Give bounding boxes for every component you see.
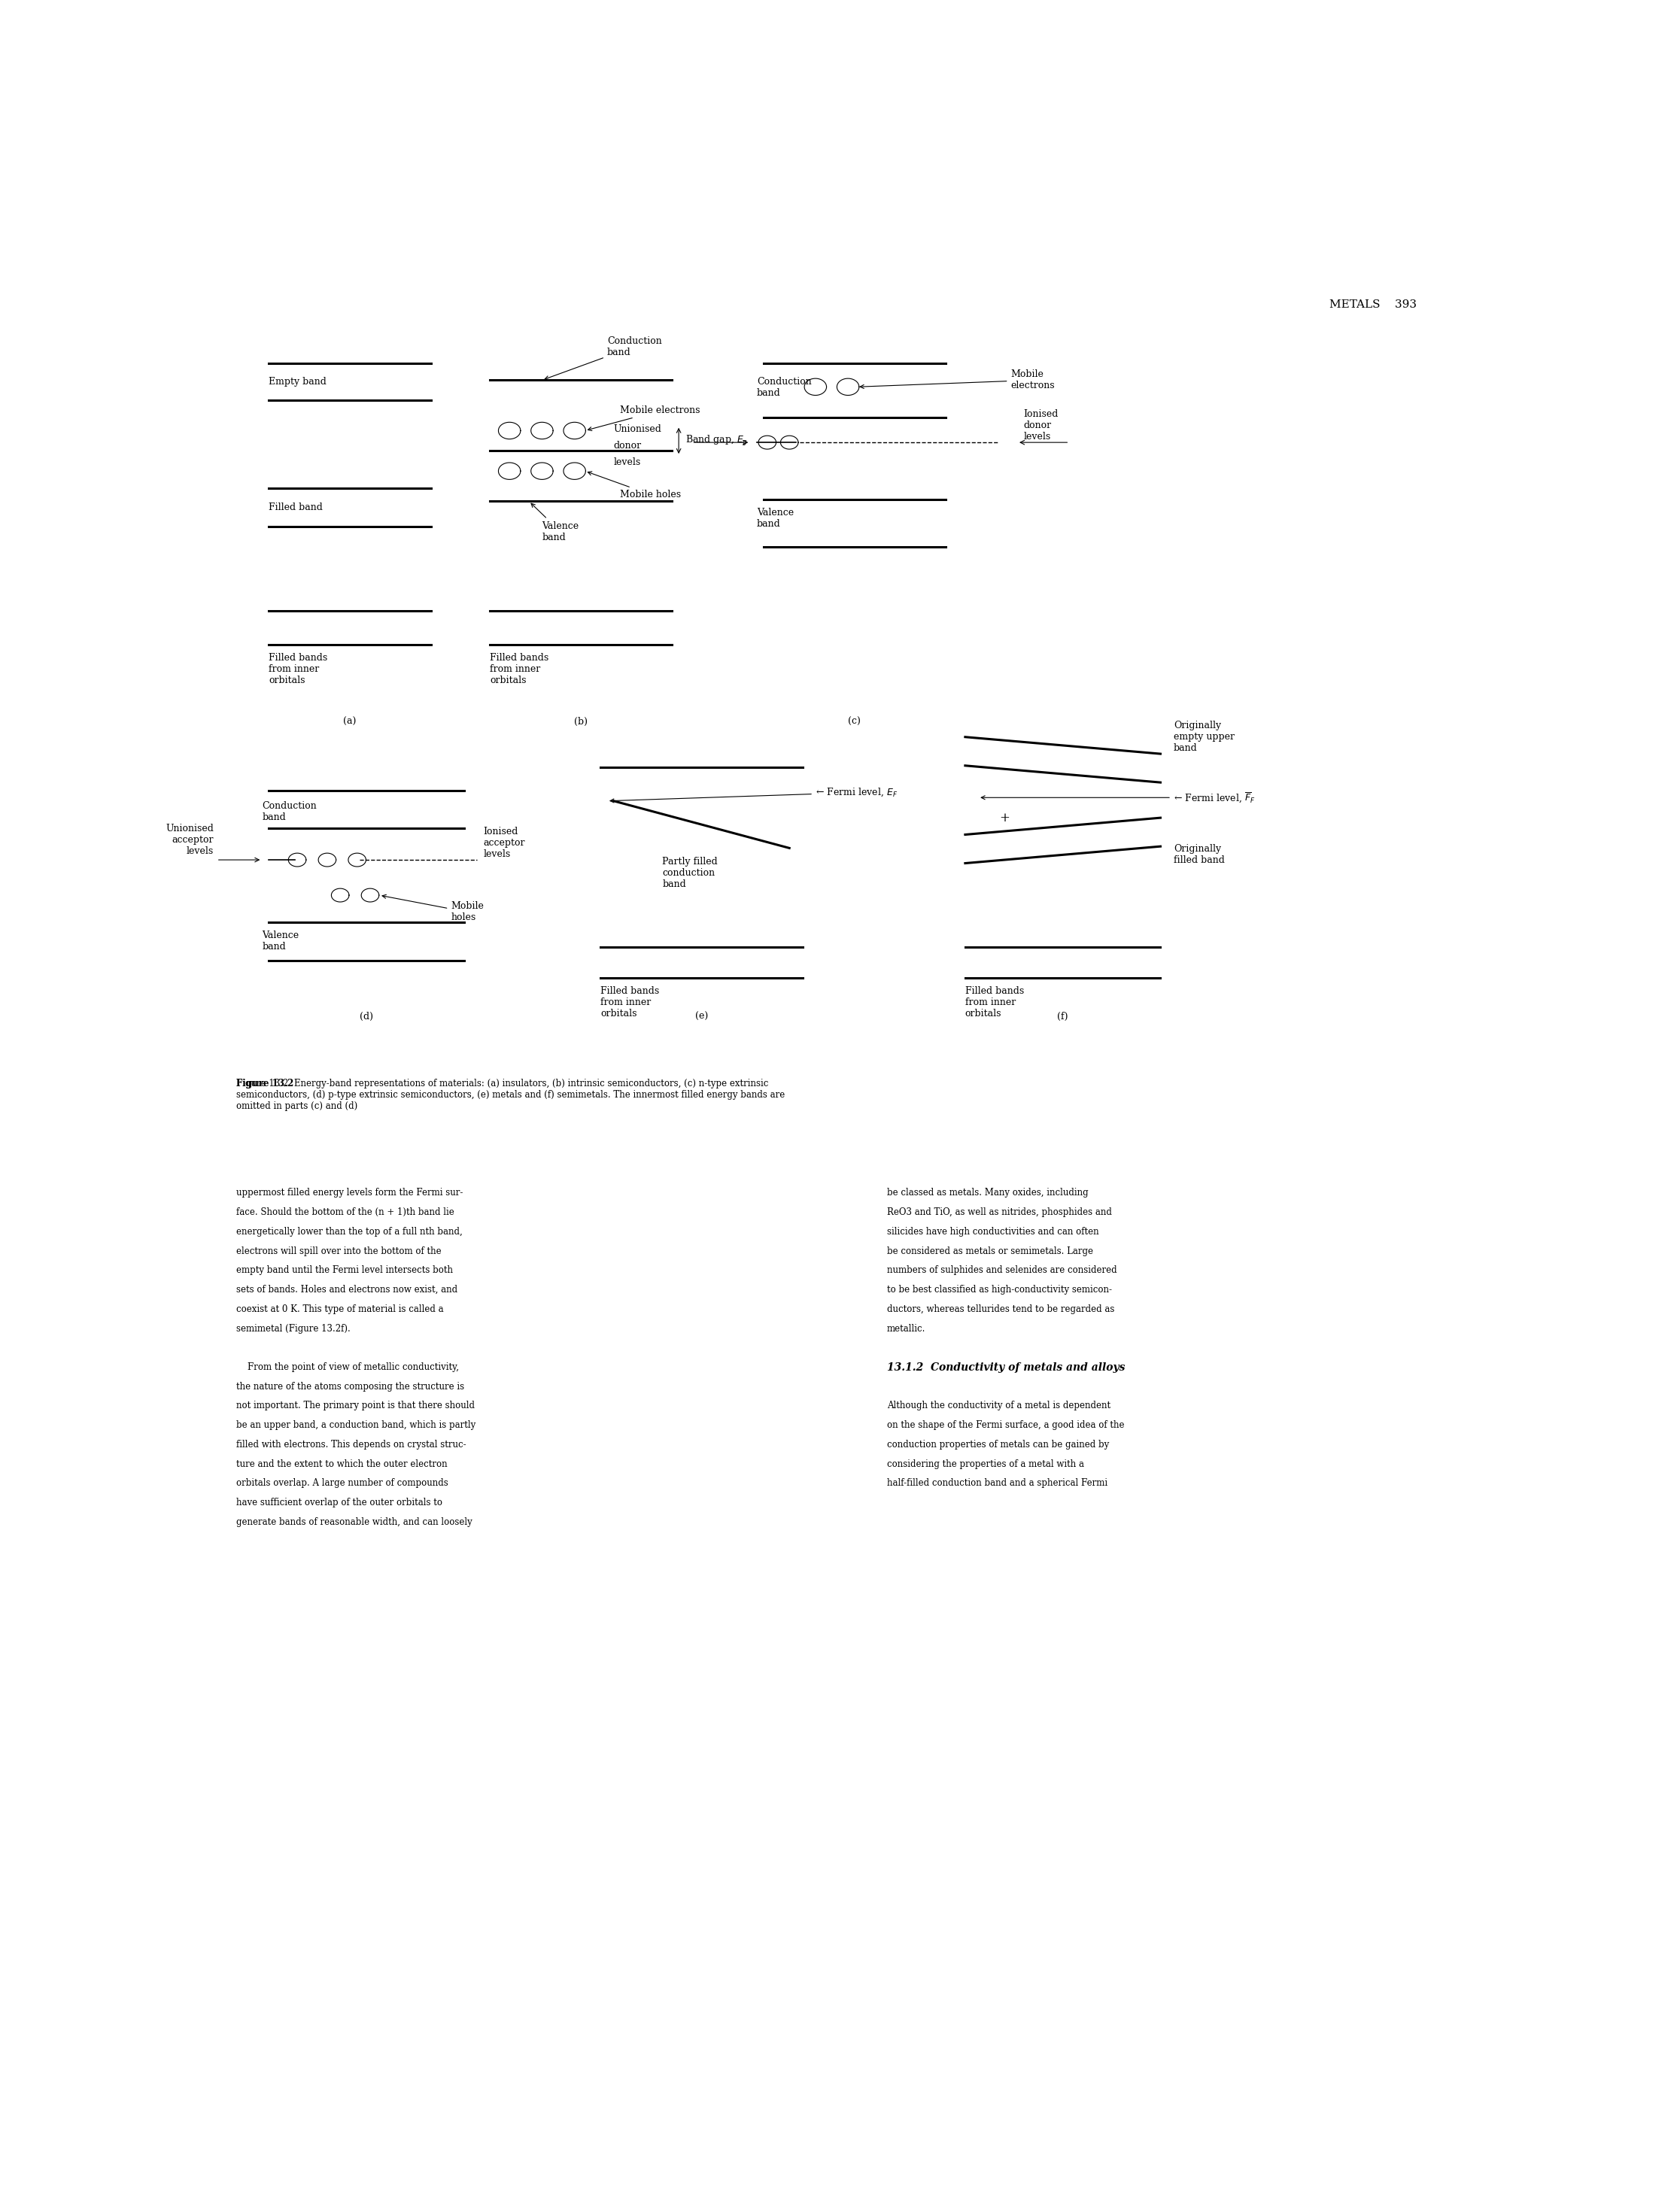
Text: ReO3 and TiO, as well as nitrides, phosphides and: ReO3 and TiO, as well as nitrides, phosp… bbox=[887, 1207, 1112, 1218]
Text: (c): (c) bbox=[848, 717, 860, 726]
Text: From the point of view of metallic conductivity,: From the point of view of metallic condu… bbox=[235, 1362, 459, 1373]
Text: on the shape of the Fermi surface, a good idea of the: on the shape of the Fermi surface, a goo… bbox=[887, 1421, 1124, 1430]
Text: numbers of sulphides and selenides are considered: numbers of sulphides and selenides are c… bbox=[887, 1266, 1117, 1274]
Text: Valence
band: Valence band bbox=[262, 931, 299, 951]
Text: Valence
band: Valence band bbox=[531, 503, 580, 542]
Text: considering the properties of a metal with a: considering the properties of a metal wi… bbox=[887, 1458, 1084, 1469]
Text: filled with electrons. This depends on crystal struc-: filled with electrons. This depends on c… bbox=[235, 1441, 465, 1449]
Text: (a): (a) bbox=[343, 717, 356, 726]
Text: 13.1.2  Conductivity of metals and alloys: 13.1.2 Conductivity of metals and alloys bbox=[887, 1362, 1126, 1373]
Text: Conduction
band: Conduction band bbox=[262, 800, 318, 822]
Text: to be best classified as high-conductivity semicon-: to be best classified as high-conductivi… bbox=[887, 1285, 1112, 1294]
Text: Filled bands
from inner
orbitals: Filled bands from inner orbitals bbox=[601, 986, 660, 1019]
Text: metallic.: metallic. bbox=[887, 1323, 926, 1333]
Text: Valence
band: Valence band bbox=[756, 507, 793, 529]
Text: Mobile
electrons: Mobile electrons bbox=[860, 369, 1055, 391]
Text: Band gap, $E_g$: Band gap, $E_g$ bbox=[685, 435, 748, 448]
Text: Mobile electrons: Mobile electrons bbox=[588, 407, 701, 431]
Text: Partly filled
conduction
band: Partly filled conduction band bbox=[662, 857, 717, 890]
Text: semimetal (Figure 13.2f).: semimetal (Figure 13.2f). bbox=[235, 1323, 349, 1333]
Text: (e): (e) bbox=[696, 1012, 707, 1021]
Text: conduction properties of metals can be gained by: conduction properties of metals can be g… bbox=[887, 1441, 1109, 1449]
Text: +: + bbox=[1000, 811, 1010, 824]
Text: levels: levels bbox=[613, 457, 640, 468]
Text: empty band until the Fermi level intersects both: empty band until the Fermi level interse… bbox=[235, 1266, 452, 1274]
Text: Mobile
holes: Mobile holes bbox=[383, 894, 484, 922]
Text: Filled bands
from inner
orbitals: Filled bands from inner orbitals bbox=[269, 654, 328, 684]
Text: uppermost filled energy levels form the Fermi sur-: uppermost filled energy levels form the … bbox=[235, 1189, 462, 1198]
Text: (f): (f) bbox=[1057, 1012, 1068, 1021]
Text: silicides have high conductivities and can often: silicides have high conductivities and c… bbox=[887, 1226, 1099, 1237]
Text: electrons will spill over into the bottom of the: electrons will spill over into the botto… bbox=[235, 1246, 442, 1257]
Text: Unionised
acceptor
levels: Unionised acceptor levels bbox=[166, 824, 213, 857]
Text: Conduction
band: Conduction band bbox=[544, 337, 662, 380]
Text: Although the conductivity of a metal is dependent: Although the conductivity of a metal is … bbox=[887, 1401, 1110, 1410]
Text: be classed as metals. Many oxides, including: be classed as metals. Many oxides, inclu… bbox=[887, 1189, 1089, 1198]
Text: the nature of the atoms composing the structure is: the nature of the atoms composing the st… bbox=[235, 1382, 464, 1392]
Text: Unionised: Unionised bbox=[613, 424, 662, 433]
Text: (b): (b) bbox=[575, 717, 588, 726]
Text: face. Should the bottom of the (n + 1)th band lie: face. Should the bottom of the (n + 1)th… bbox=[235, 1207, 454, 1218]
Text: ductors, whereas tellurides tend to be regarded as: ductors, whereas tellurides tend to be r… bbox=[887, 1305, 1114, 1314]
Text: Conduction
band: Conduction band bbox=[756, 376, 811, 398]
Text: Filled bands
from inner
orbitals: Filled bands from inner orbitals bbox=[964, 986, 1025, 1019]
Text: METALS    393: METALS 393 bbox=[1331, 299, 1416, 310]
Text: donor: donor bbox=[613, 442, 642, 450]
Text: ture and the extent to which the outer electron: ture and the extent to which the outer e… bbox=[235, 1458, 447, 1469]
Text: orbitals overlap. A large number of compounds: orbitals overlap. A large number of comp… bbox=[235, 1478, 449, 1489]
Text: Filled band: Filled band bbox=[269, 503, 323, 512]
Text: be considered as metals or semimetals. Large: be considered as metals or semimetals. L… bbox=[887, 1246, 1094, 1257]
Text: Ionised
donor
levels: Ionised donor levels bbox=[1023, 409, 1058, 442]
Text: (d): (d) bbox=[360, 1012, 373, 1021]
Text: Ionised
acceptor
levels: Ionised acceptor levels bbox=[484, 826, 526, 859]
Text: be an upper band, a conduction band, which is partly: be an upper band, a conduction band, whi… bbox=[235, 1421, 475, 1430]
Text: not important. The primary point is that there should: not important. The primary point is that… bbox=[235, 1401, 474, 1410]
Text: Originally
empty upper
band: Originally empty upper band bbox=[1173, 721, 1235, 754]
Text: Originally
filled band: Originally filled band bbox=[1173, 844, 1225, 866]
Text: generate bands of reasonable width, and can loosely: generate bands of reasonable width, and … bbox=[235, 1517, 472, 1528]
Text: Figure 13.2  Energy-band representations of materials: (a) insulators, (b) intri: Figure 13.2 Energy-band representations … bbox=[235, 1078, 785, 1110]
Text: ← Fermi level, $E_F$: ← Fermi level, $E_F$ bbox=[610, 787, 897, 802]
Text: ← Fermi level, $\overline{F}_F$: ← Fermi level, $\overline{F}_F$ bbox=[981, 791, 1255, 804]
Text: Figure 13.2: Figure 13.2 bbox=[235, 1078, 294, 1089]
Text: have sufficient overlap of the outer orbitals to: have sufficient overlap of the outer orb… bbox=[235, 1497, 442, 1508]
Text: half-filled conduction band and a spherical Fermi: half-filled conduction band and a spheri… bbox=[887, 1478, 1107, 1489]
Text: Filled bands
from inner
orbitals: Filled bands from inner orbitals bbox=[491, 654, 549, 684]
Text: coexist at 0 K. This type of material is called a: coexist at 0 K. This type of material is… bbox=[235, 1305, 444, 1314]
Text: Empty band: Empty band bbox=[269, 376, 326, 387]
Text: Mobile holes: Mobile holes bbox=[588, 472, 680, 498]
Text: sets of bands. Holes and electrons now exist, and: sets of bands. Holes and electrons now e… bbox=[235, 1285, 457, 1294]
Text: energetically lower than the top of a full nth band,: energetically lower than the top of a fu… bbox=[235, 1226, 462, 1237]
